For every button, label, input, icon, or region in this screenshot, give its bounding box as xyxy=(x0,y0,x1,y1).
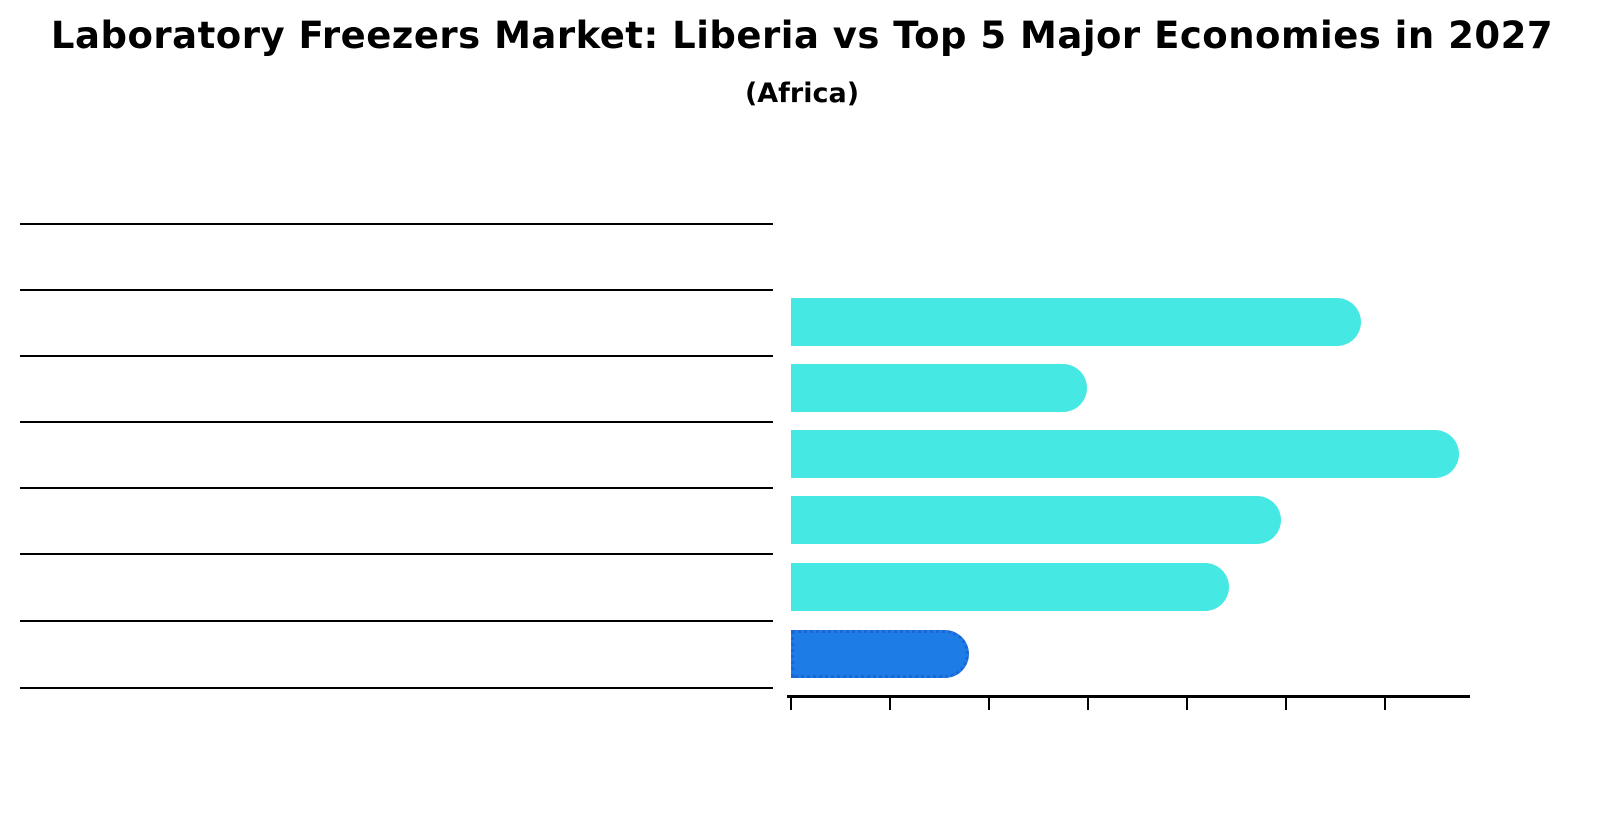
table-divider xyxy=(20,421,773,423)
x-axis-tick xyxy=(1384,698,1386,710)
x-axis-tick xyxy=(988,698,990,710)
table-divider xyxy=(20,289,773,291)
x-axis-tick xyxy=(1186,698,1188,710)
x-axis-tick xyxy=(889,698,891,710)
bar-egypt xyxy=(791,298,1362,346)
table-divider xyxy=(20,355,773,357)
bar-algeria xyxy=(791,496,1282,544)
bar-nigeria xyxy=(791,562,1229,611)
chart-title: Laboratory Freezers Market: Liberia vs T… xyxy=(50,14,1554,57)
bar-south-africa xyxy=(791,364,1087,412)
table-divider xyxy=(20,620,773,622)
bar-ethiopia xyxy=(791,430,1459,478)
bar-liberia xyxy=(791,629,969,678)
x-axis-tick xyxy=(1285,698,1287,710)
x-axis-line xyxy=(787,695,1470,698)
table-divider xyxy=(20,223,773,225)
table-divider xyxy=(20,687,773,689)
x-axis-tick xyxy=(1087,698,1089,710)
chart-subtitle: (Africa) xyxy=(744,78,860,109)
table-divider xyxy=(20,553,773,555)
x-axis-tick xyxy=(790,698,792,710)
table-divider xyxy=(20,487,773,489)
